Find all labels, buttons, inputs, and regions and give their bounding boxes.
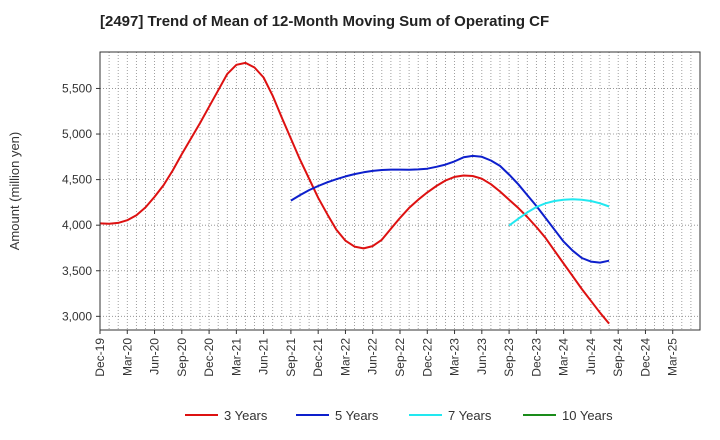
x-tick-label: Dec-21 <box>311 338 325 377</box>
y-axis-label: Amount (million yen) <box>7 132 22 251</box>
x-tick-label: Dec-24 <box>638 338 652 377</box>
x-tick-label: Sep-21 <box>284 338 298 377</box>
x-tick-label: Mar-24 <box>557 338 571 376</box>
y-tick-label: 5,500 <box>62 81 92 95</box>
x-axis-ticks: Dec-19 Mar-20 Jun-20 Sep-20 Dec-20 Mar-21 Jun-… <box>93 330 680 377</box>
x-tick-label: Mar-21 <box>229 338 243 376</box>
y-axis-ticks: 3,000 3,500 4,000 4,500 5,000 5,500 <box>62 81 100 323</box>
grid <box>100 52 700 330</box>
x-tick-label: Dec-20 <box>202 338 216 377</box>
x-tick-label: Sep-22 <box>393 338 407 377</box>
x-tick-label: Jun-23 <box>475 338 489 375</box>
x-tick-label: Sep-23 <box>502 338 516 377</box>
legend-label: 7 Years <box>448 408 492 423</box>
x-tick-label: Dec-19 <box>93 338 107 377</box>
x-tick-label: Mar-20 <box>120 338 134 376</box>
x-tick-label: Jun-24 <box>584 338 598 375</box>
legend-label: 3 Years <box>224 408 268 423</box>
series-line-5-years <box>290 154 610 264</box>
x-tick-label: Sep-24 <box>611 338 625 377</box>
series-line-7-years <box>508 198 610 227</box>
x-tick-label: Dec-22 <box>420 338 434 377</box>
x-tick-label: Jun-21 <box>257 338 271 375</box>
series-lines <box>99 61 610 325</box>
x-tick-label: Jun-22 <box>366 338 380 375</box>
x-tick-label: Mar-25 <box>666 338 680 376</box>
x-tick-label: Jun-20 <box>148 338 162 375</box>
y-tick-label: 4,000 <box>62 218 92 232</box>
legend: 3 Years 5 Years 7 Years 10 Years <box>185 408 613 423</box>
chart-title: [2497] Trend of Mean of 12-Month Moving … <box>100 13 549 30</box>
y-tick-label: 3,500 <box>62 264 92 278</box>
legend-label: 10 Years <box>562 408 613 423</box>
legend-label: 5 Years <box>335 408 379 423</box>
x-tick-label: Sep-20 <box>175 338 189 377</box>
y-tick-label: 3,000 <box>62 309 92 323</box>
y-tick-label: 4,500 <box>62 173 92 187</box>
y-tick-label: 5,000 <box>62 127 92 141</box>
x-tick-label: Mar-23 <box>448 338 462 376</box>
x-tick-label: Dec-23 <box>529 338 543 377</box>
x-tick-label: Mar-22 <box>338 338 352 376</box>
